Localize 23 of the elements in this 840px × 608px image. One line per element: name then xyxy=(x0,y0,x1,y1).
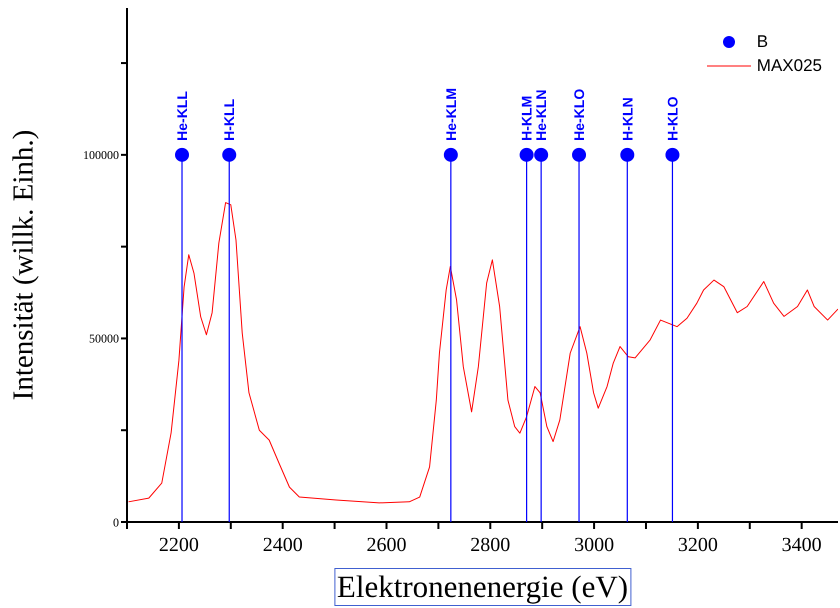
x-tick-label: 2400 xyxy=(262,534,303,556)
x-tick-label: 3200 xyxy=(678,534,718,556)
legend-label: B xyxy=(756,32,768,52)
y-axis-title: Intensität (willk. Einh.) xyxy=(7,130,40,400)
x-tick-label: 3000 xyxy=(574,534,614,556)
x-axis-title: Elektronenenergie (eV) xyxy=(334,568,632,606)
annotation: He-KLL xyxy=(174,90,190,141)
x-tick-label: 3400 xyxy=(782,534,822,556)
line-series xyxy=(128,202,838,504)
x-tick-label: 2600 xyxy=(366,534,406,556)
annotation: H-KLO xyxy=(664,96,680,141)
annotation: He-KLM xyxy=(442,88,459,141)
y-tick-label: 0 xyxy=(113,515,119,530)
legend-label: MAX025 xyxy=(756,56,822,76)
annotation: H-KLN xyxy=(619,97,636,141)
x-tick-label: 2800 xyxy=(470,534,510,556)
y-tick-label: 100000 xyxy=(83,148,119,162)
annotation: H-KLL xyxy=(221,98,238,141)
annotation: He-KLO xyxy=(571,88,588,141)
annotation: He-KLN xyxy=(533,90,550,141)
y-tick-label: 50000 xyxy=(89,332,119,346)
annotation: H-KLM xyxy=(518,96,535,141)
x-tick-label: 2200 xyxy=(158,534,199,556)
